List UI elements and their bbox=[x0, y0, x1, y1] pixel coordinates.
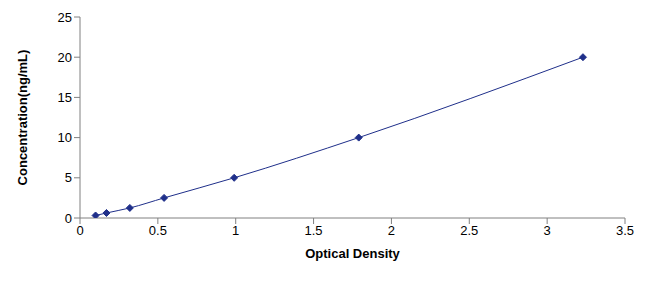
svg-text:10: 10 bbox=[58, 130, 72, 145]
svg-text:0: 0 bbox=[76, 223, 83, 238]
svg-text:25: 25 bbox=[58, 10, 72, 25]
svg-text:5: 5 bbox=[65, 170, 72, 185]
svg-text:2: 2 bbox=[388, 223, 395, 238]
svg-text:1: 1 bbox=[232, 223, 239, 238]
svg-text:15: 15 bbox=[58, 90, 72, 105]
svg-text:2.5: 2.5 bbox=[460, 223, 478, 238]
svg-text:Concentration(ng/mL): Concentration(ng/mL) bbox=[15, 50, 30, 186]
svg-text:0.5: 0.5 bbox=[149, 223, 167, 238]
svg-text:1.5: 1.5 bbox=[305, 223, 323, 238]
svg-text:0: 0 bbox=[65, 211, 72, 226]
svg-text:Optical Density: Optical Density bbox=[305, 246, 400, 261]
svg-text:3: 3 bbox=[544, 223, 551, 238]
svg-text:20: 20 bbox=[58, 50, 72, 65]
svg-text:3.5: 3.5 bbox=[616, 223, 634, 238]
